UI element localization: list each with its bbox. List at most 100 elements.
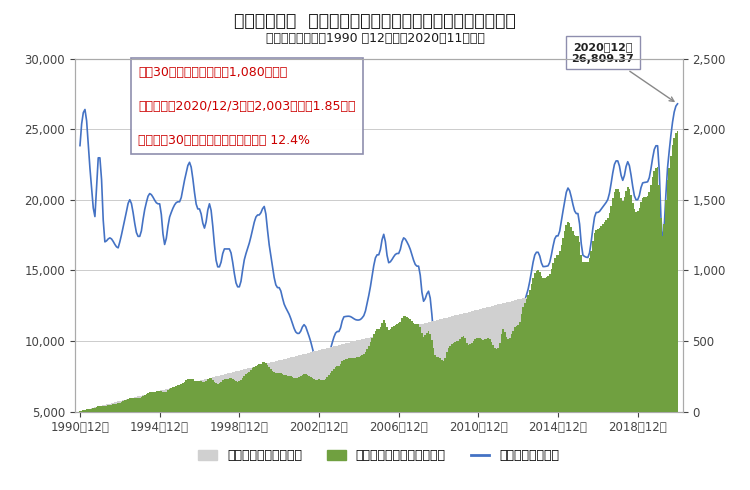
Bar: [181, 385, 182, 412]
Bar: [600, 278, 602, 412]
Bar: [626, 191, 627, 412]
Bar: [418, 325, 419, 412]
Bar: [590, 250, 592, 412]
Bar: [233, 380, 236, 412]
Bar: [660, 219, 662, 412]
Bar: [358, 340, 360, 412]
Bar: [479, 309, 481, 412]
Bar: [154, 392, 155, 412]
Bar: [660, 263, 662, 412]
Bar: [400, 329, 401, 412]
Bar: [340, 344, 341, 412]
Bar: [511, 334, 512, 412]
Bar: [237, 371, 238, 412]
Bar: [537, 294, 539, 412]
Bar: [94, 407, 96, 412]
Bar: [571, 286, 572, 412]
Bar: [472, 341, 474, 412]
Bar: [262, 365, 263, 412]
Bar: [332, 370, 333, 412]
Bar: [499, 304, 501, 412]
Bar: [539, 272, 541, 412]
Bar: [522, 307, 524, 412]
Bar: [527, 297, 529, 412]
Bar: [116, 402, 117, 412]
Bar: [630, 270, 632, 412]
Bar: [307, 353, 308, 412]
Bar: [512, 331, 514, 412]
Bar: [244, 376, 245, 412]
Bar: [190, 379, 192, 412]
Bar: [548, 276, 549, 412]
Bar: [676, 131, 678, 412]
Bar: [366, 349, 368, 412]
Bar: [189, 383, 190, 412]
Bar: [326, 348, 328, 412]
Bar: [323, 349, 325, 412]
Bar: [427, 322, 429, 412]
Bar: [124, 400, 125, 412]
Bar: [322, 380, 323, 412]
Bar: [280, 373, 282, 412]
Bar: [330, 347, 332, 412]
Bar: [272, 371, 273, 412]
Bar: [341, 344, 343, 412]
Bar: [541, 294, 542, 412]
Bar: [356, 357, 358, 412]
Bar: [434, 355, 436, 412]
Bar: [212, 380, 214, 412]
Bar: [311, 352, 314, 412]
Bar: [268, 368, 270, 412]
Bar: [577, 284, 579, 412]
Bar: [504, 332, 506, 412]
Bar: [614, 192, 615, 412]
Bar: [470, 344, 471, 412]
Bar: [419, 327, 421, 412]
Bar: [394, 331, 396, 412]
Bar: [446, 352, 448, 412]
Bar: [166, 392, 167, 412]
Bar: [366, 338, 368, 412]
Bar: [310, 352, 311, 412]
Bar: [482, 340, 484, 412]
Bar: [170, 388, 172, 412]
Bar: [556, 255, 557, 412]
Bar: [103, 406, 104, 412]
Bar: [217, 376, 218, 412]
Bar: [217, 384, 218, 412]
Bar: [303, 354, 305, 412]
Bar: [164, 392, 166, 412]
Bar: [82, 410, 84, 412]
Bar: [577, 236, 579, 412]
Bar: [148, 393, 151, 412]
Bar: [406, 328, 408, 412]
Bar: [207, 379, 209, 412]
Bar: [209, 378, 210, 412]
Bar: [650, 266, 652, 412]
Bar: [668, 261, 670, 412]
Bar: [466, 343, 467, 412]
Bar: [247, 368, 248, 412]
Bar: [121, 402, 122, 412]
Bar: [383, 334, 385, 412]
Bar: [325, 348, 326, 412]
Bar: [160, 391, 162, 412]
Bar: [655, 168, 657, 412]
Bar: [534, 273, 536, 412]
Bar: [125, 400, 128, 412]
Bar: [501, 334, 503, 412]
Bar: [589, 258, 590, 412]
Bar: [637, 269, 638, 412]
Bar: [242, 369, 244, 412]
Bar: [286, 375, 288, 412]
Bar: [516, 326, 518, 412]
Bar: [539, 294, 541, 412]
Bar: [262, 363, 263, 412]
Bar: [619, 192, 620, 412]
Bar: [396, 330, 398, 412]
Bar: [137, 396, 139, 412]
Bar: [232, 379, 233, 412]
Bar: [536, 271, 537, 412]
Bar: [254, 367, 255, 412]
Bar: [152, 392, 154, 412]
